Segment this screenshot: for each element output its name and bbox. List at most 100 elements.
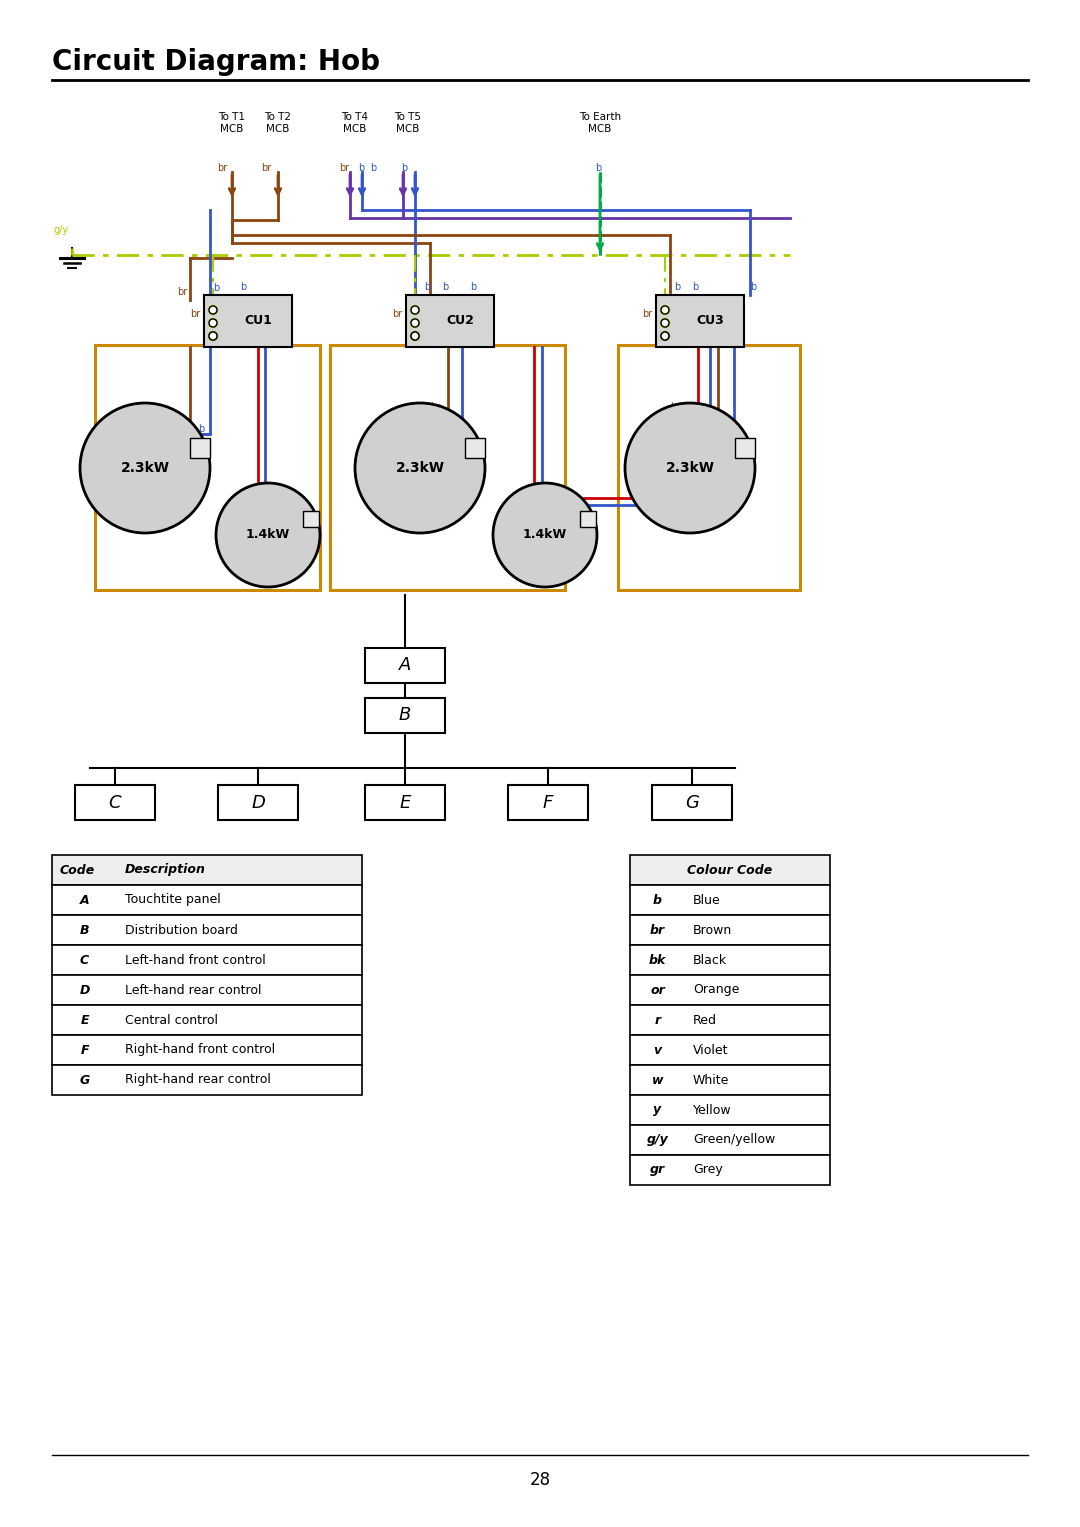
Text: br: br xyxy=(670,402,680,412)
Text: CU1: CU1 xyxy=(244,315,272,327)
Text: br: br xyxy=(700,425,710,434)
Text: g/y: g/y xyxy=(658,337,673,347)
Text: br: br xyxy=(392,308,402,319)
Text: br: br xyxy=(642,308,652,319)
Bar xyxy=(365,647,445,683)
Text: b: b xyxy=(213,282,219,293)
Circle shape xyxy=(208,305,217,315)
Bar xyxy=(303,512,319,527)
Text: Right-hand front control: Right-hand front control xyxy=(125,1043,275,1057)
Text: b: b xyxy=(198,425,204,434)
Bar xyxy=(52,886,362,915)
Text: b: b xyxy=(423,282,430,292)
Text: br: br xyxy=(261,163,271,173)
Text: b: b xyxy=(470,282,476,292)
Text: Red: Red xyxy=(693,1014,717,1026)
Bar xyxy=(52,1005,362,1035)
Text: Yellow: Yellow xyxy=(693,1104,731,1116)
Text: Brown: Brown xyxy=(693,924,732,936)
Text: E: E xyxy=(400,794,410,811)
Bar xyxy=(365,785,445,820)
Circle shape xyxy=(661,331,670,341)
Text: B: B xyxy=(399,707,411,724)
Text: Left-hand front control: Left-hand front control xyxy=(125,953,266,967)
Text: F: F xyxy=(80,1043,89,1057)
Text: b: b xyxy=(460,425,467,434)
Bar xyxy=(52,1064,362,1095)
Circle shape xyxy=(625,403,755,533)
Text: Grey: Grey xyxy=(693,1164,723,1176)
Text: r: r xyxy=(654,1014,661,1026)
Bar xyxy=(630,1095,831,1125)
Circle shape xyxy=(210,331,217,341)
Circle shape xyxy=(492,483,597,586)
Text: b: b xyxy=(750,282,756,292)
Text: 1.4kW: 1.4kW xyxy=(523,528,567,542)
Text: b: b xyxy=(401,163,407,173)
Bar xyxy=(630,1125,831,1154)
Text: Violet: Violet xyxy=(693,1043,729,1057)
Text: B: B xyxy=(80,924,90,936)
Bar xyxy=(465,438,485,458)
Text: w: w xyxy=(651,1073,663,1087)
Text: br: br xyxy=(430,425,440,434)
Bar xyxy=(218,785,298,820)
Text: Description: Description xyxy=(125,863,206,876)
Text: Central control: Central control xyxy=(125,1014,218,1026)
Text: b: b xyxy=(540,490,546,499)
Text: br: br xyxy=(420,310,430,321)
Bar xyxy=(630,915,831,945)
Circle shape xyxy=(411,331,419,341)
Text: 2.3kW: 2.3kW xyxy=(121,461,170,475)
Bar xyxy=(52,1035,362,1064)
Circle shape xyxy=(216,483,320,586)
Text: br: br xyxy=(430,402,440,412)
Bar xyxy=(508,785,588,820)
Text: br: br xyxy=(190,308,200,319)
Text: To T2
MCB: To T2 MCB xyxy=(265,111,292,133)
Circle shape xyxy=(661,319,670,327)
Text: b: b xyxy=(692,282,698,292)
Text: 1.4kW: 1.4kW xyxy=(246,528,291,542)
Text: b: b xyxy=(442,282,448,292)
Text: Right-hand rear control: Right-hand rear control xyxy=(125,1073,271,1087)
Text: b: b xyxy=(262,490,268,499)
Text: br: br xyxy=(177,287,187,296)
Text: To Earth
MCB: To Earth MCB xyxy=(579,111,621,133)
Text: r: r xyxy=(248,490,252,499)
Text: D: D xyxy=(79,983,90,997)
Text: v: v xyxy=(653,1043,662,1057)
Text: White: White xyxy=(693,1073,729,1087)
Circle shape xyxy=(410,305,419,315)
Bar xyxy=(630,1035,831,1064)
Text: 28: 28 xyxy=(529,1471,551,1489)
Text: br: br xyxy=(670,310,680,321)
Text: E: E xyxy=(80,1014,89,1026)
Circle shape xyxy=(410,319,419,327)
Text: or: or xyxy=(650,983,665,997)
Text: G: G xyxy=(685,794,699,811)
Text: To T1
MCB: To T1 MCB xyxy=(218,111,245,133)
Text: Code: Code xyxy=(60,863,95,876)
Text: Circuit Diagram: Hob: Circuit Diagram: Hob xyxy=(52,47,380,76)
Circle shape xyxy=(661,331,669,341)
Text: g/y: g/y xyxy=(54,224,69,235)
Bar xyxy=(630,1154,831,1185)
Text: Left-hand rear control: Left-hand rear control xyxy=(125,983,261,997)
Bar xyxy=(630,886,831,915)
Text: b: b xyxy=(595,163,602,173)
Text: CU3: CU3 xyxy=(697,315,724,327)
Text: To T4
MCB: To T4 MCB xyxy=(341,111,368,133)
Text: b: b xyxy=(653,893,662,907)
Bar xyxy=(406,295,494,347)
Text: 2.3kW: 2.3kW xyxy=(395,461,445,475)
Bar xyxy=(52,976,362,1005)
Circle shape xyxy=(210,305,217,315)
Text: r: r xyxy=(524,490,528,499)
Circle shape xyxy=(411,305,419,315)
Bar xyxy=(52,915,362,945)
Circle shape xyxy=(208,319,217,327)
Text: b: b xyxy=(725,425,731,434)
Text: b: b xyxy=(455,425,461,434)
Text: b: b xyxy=(370,163,376,173)
